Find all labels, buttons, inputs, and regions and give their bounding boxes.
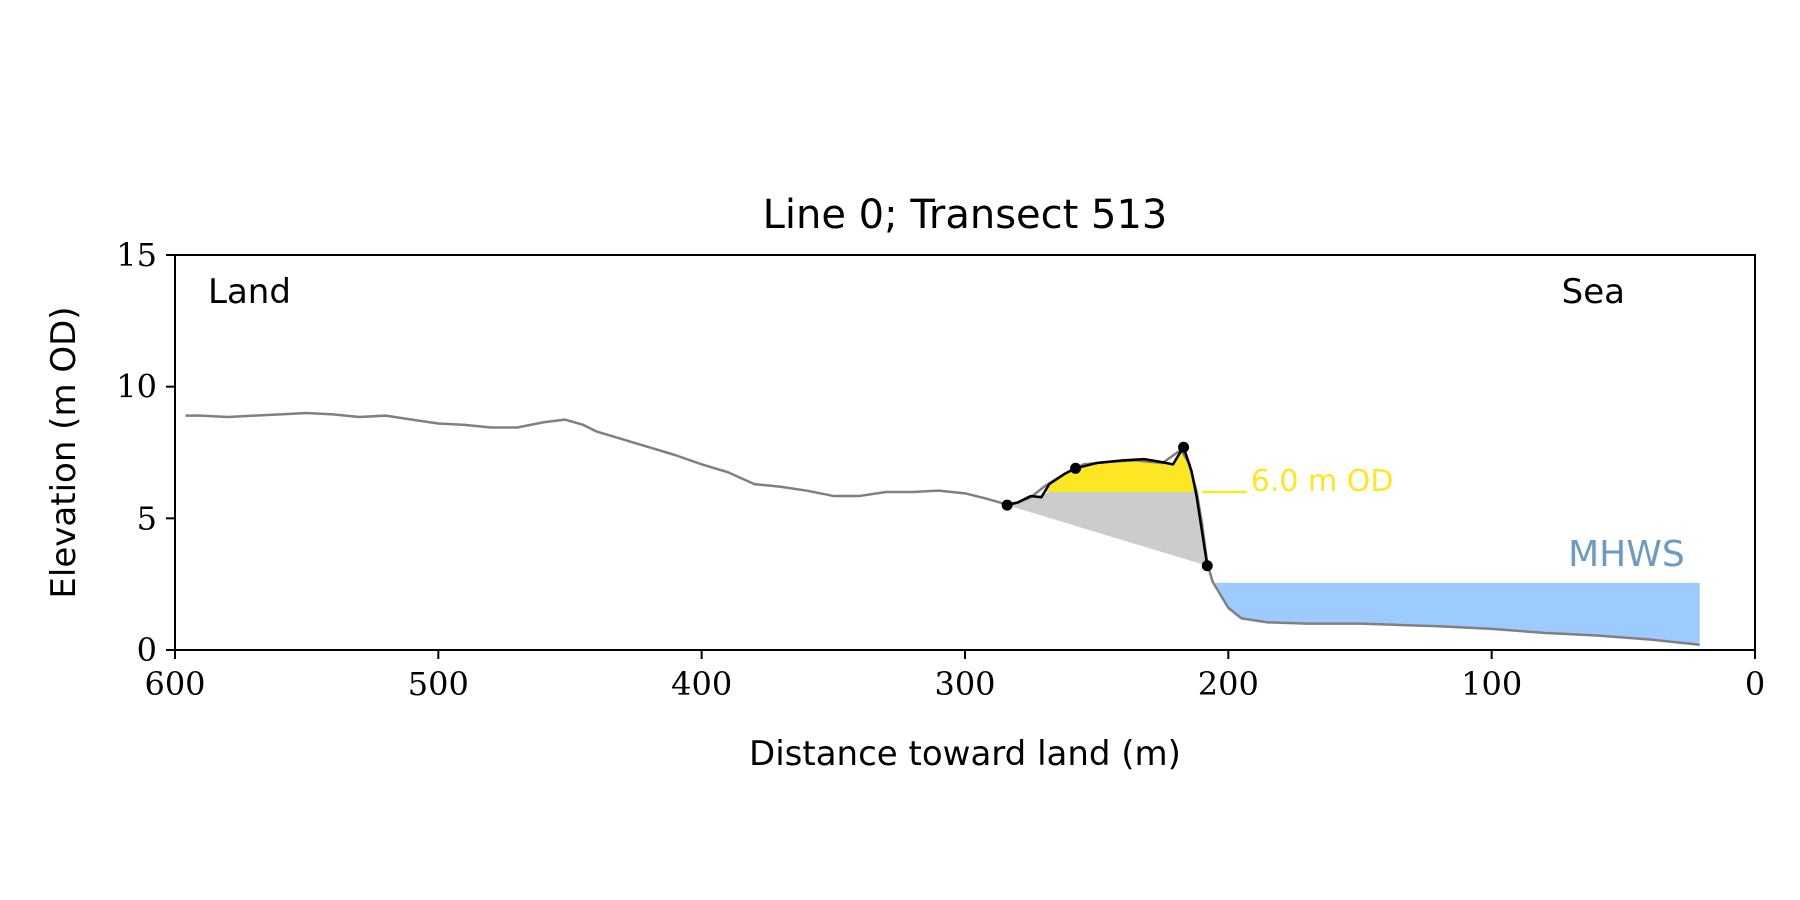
y-tick-label-15: 15 xyxy=(116,236,157,274)
mhws-label: MHWS xyxy=(1568,534,1685,575)
y-tick-label-10: 10 xyxy=(116,368,157,406)
threshold-label: 6.0 m OD xyxy=(1251,464,1394,499)
x-tick-label-500: 500 xyxy=(408,665,469,703)
mhws-water-area xyxy=(1215,582,1700,645)
x-tick-label-600: 600 xyxy=(144,665,205,703)
x-tick-label-200: 200 xyxy=(1198,665,1259,703)
chart-title: Line 0; Transect 513 xyxy=(763,192,1168,238)
x-axis-label: Distance toward land (m) xyxy=(749,734,1181,774)
y-axis-label: Elevation (m OD) xyxy=(44,306,84,598)
x-tick-label-300: 300 xyxy=(934,665,995,703)
profile-line xyxy=(185,411,1700,646)
y-tick-label-5: 5 xyxy=(137,499,157,537)
dune-wedge-area xyxy=(1007,492,1208,566)
dune-key-point-3 xyxy=(1201,560,1213,572)
dune-profile-line xyxy=(1006,445,1209,566)
dune-key-point-1 xyxy=(1070,462,1082,474)
dune-key-point-2 xyxy=(1178,441,1190,453)
land-label: Land xyxy=(208,272,291,312)
dune-key-point-0 xyxy=(1001,499,1013,511)
y-tick-label-0: 0 xyxy=(137,631,157,669)
x-tick-label-0: 0 xyxy=(1745,665,1765,703)
dune-volume-area xyxy=(1044,447,1196,492)
x-tick-label-400: 400 xyxy=(671,665,732,703)
x-tick-label-100: 100 xyxy=(1461,665,1522,703)
sea-label: Sea xyxy=(1562,272,1625,312)
